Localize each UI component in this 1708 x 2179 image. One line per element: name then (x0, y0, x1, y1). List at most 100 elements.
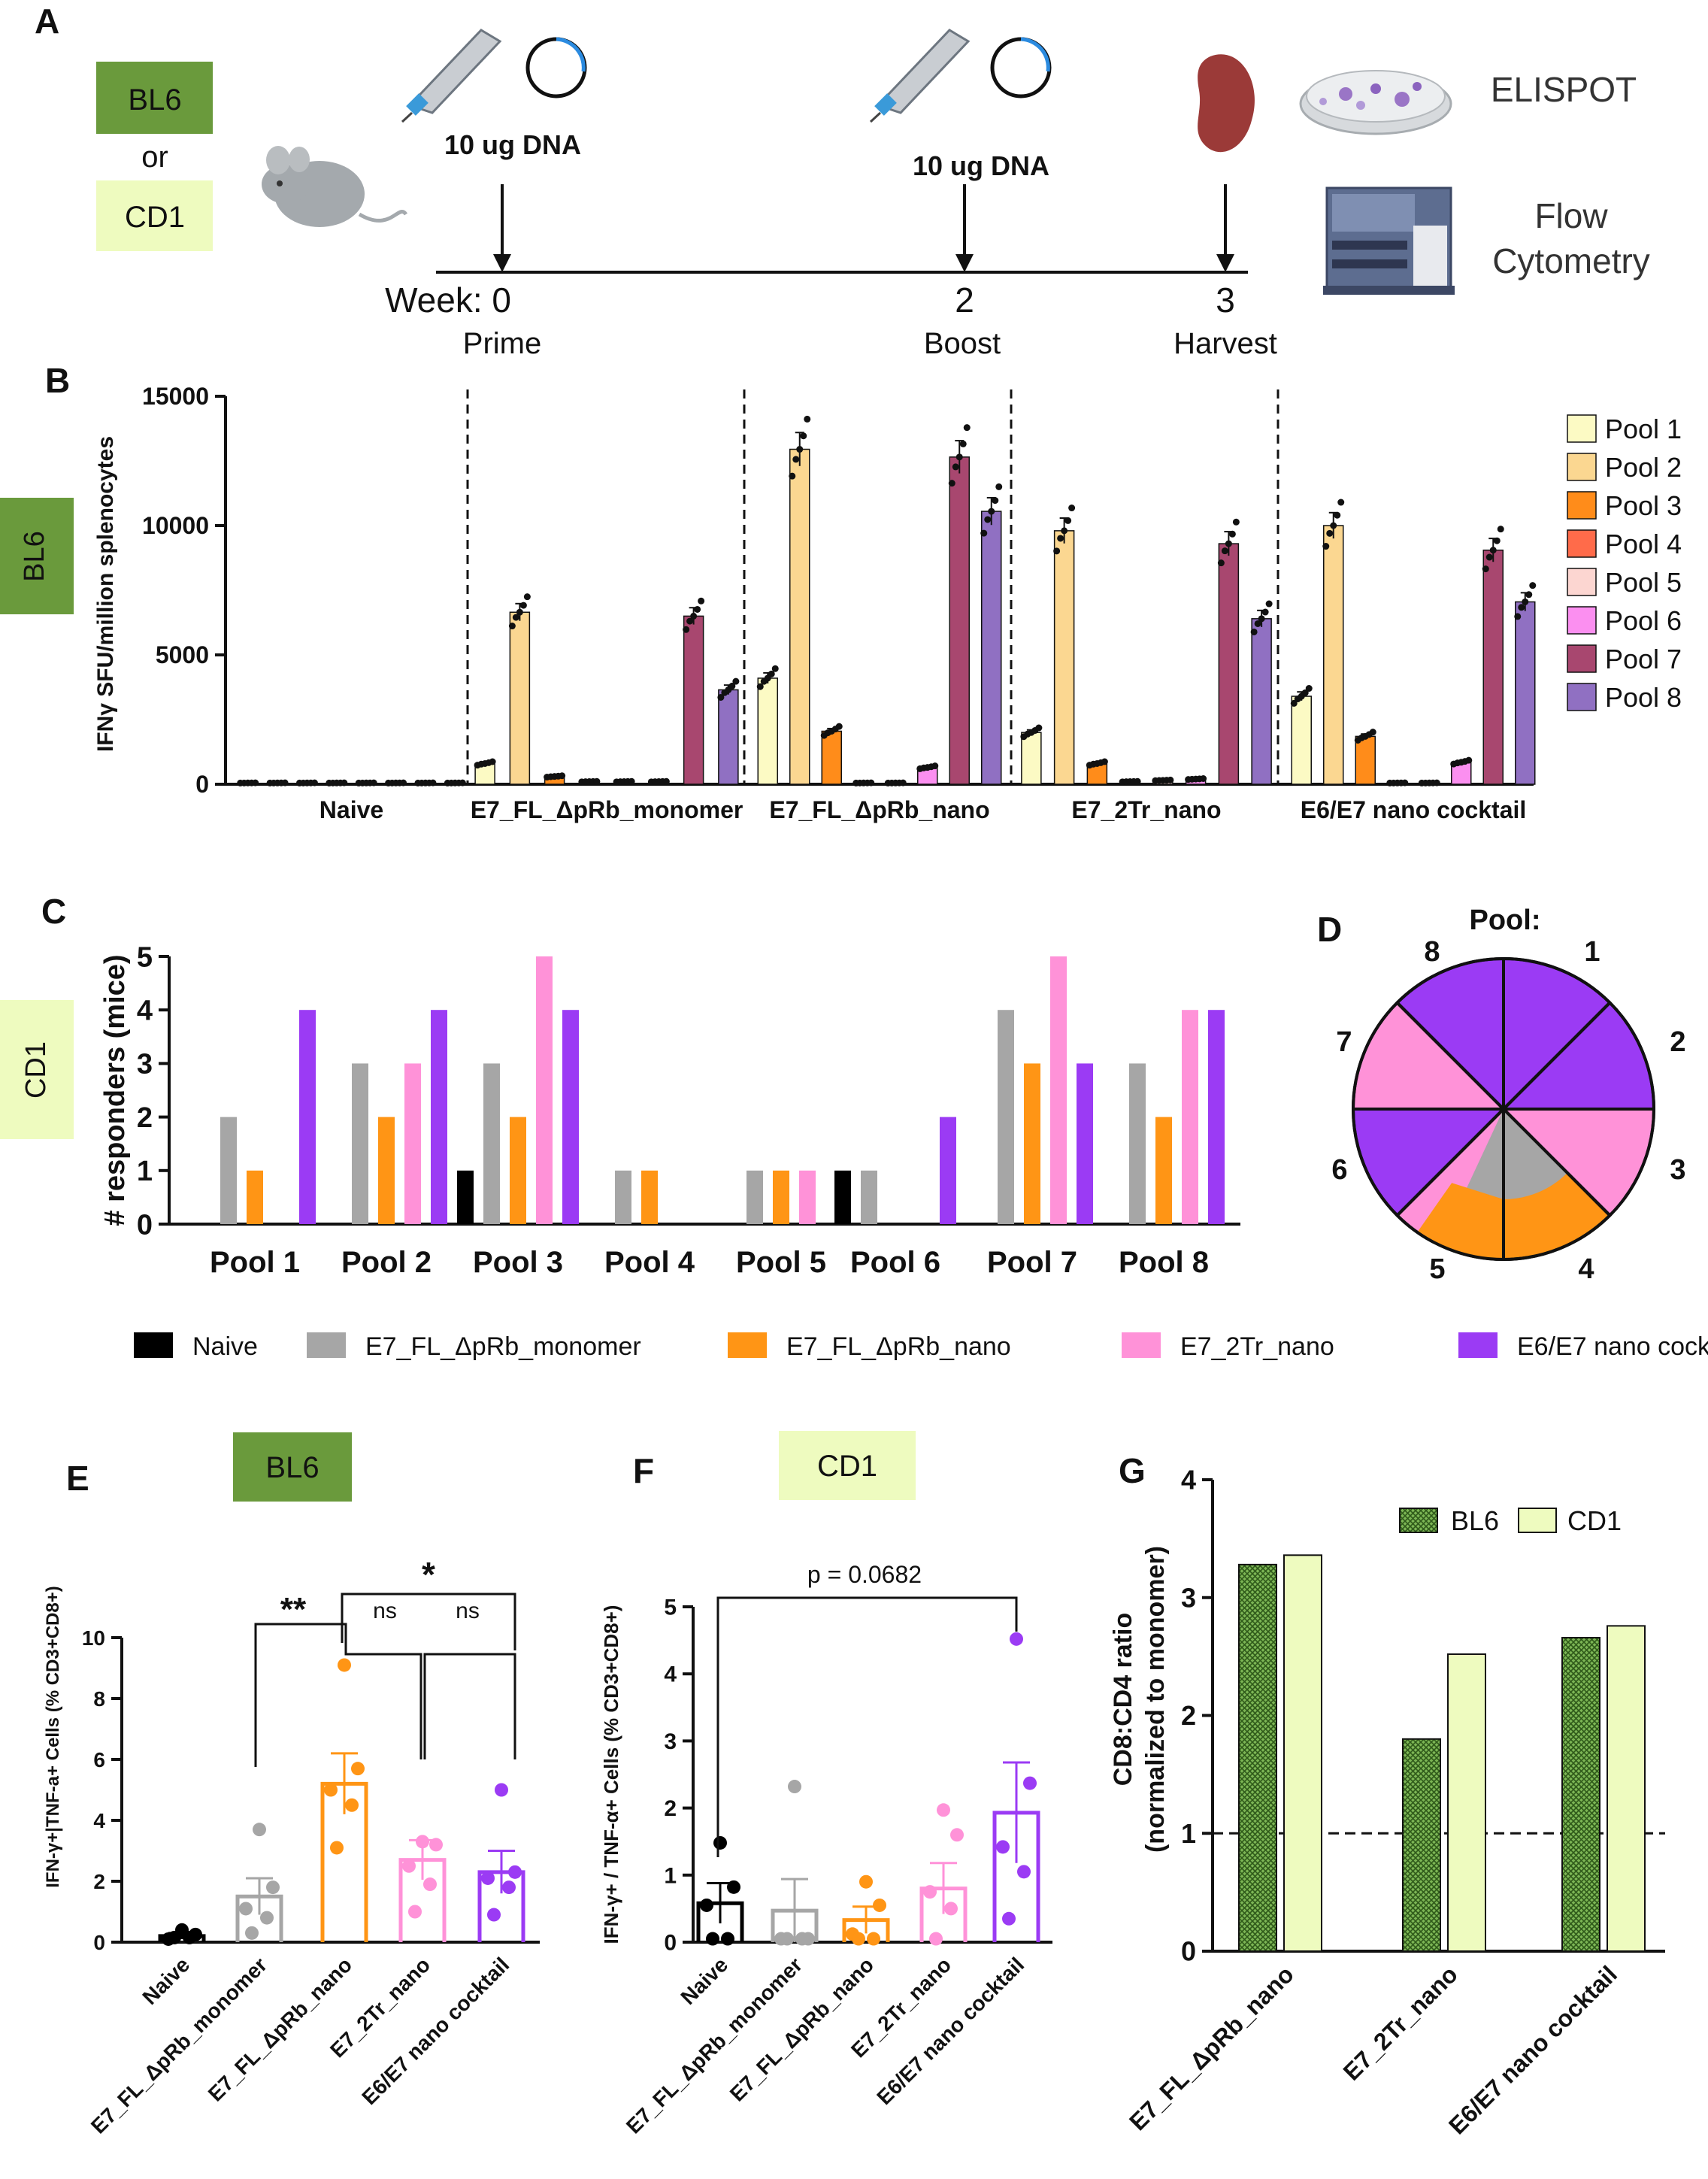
panel-label-e: E (66, 1459, 89, 1498)
pie-label: 6 (1331, 1154, 1347, 1186)
data-point (1497, 526, 1504, 533)
bar (431, 1010, 447, 1224)
y-tick-label: 8 (93, 1687, 105, 1711)
g-y-axis-title-l1: CD8:CD4 ratio (1109, 1613, 1137, 1786)
y-tick-label: 2 (93, 1870, 105, 1893)
data-point (1465, 756, 1473, 764)
legend-swatch (1567, 491, 1597, 520)
data-point (959, 440, 967, 447)
data-point (1369, 729, 1376, 736)
data-point (351, 1762, 365, 1776)
y-tick-label: 4 (1181, 1465, 1196, 1496)
data-point (867, 1932, 880, 1946)
category-label: Pool 2 (341, 1246, 432, 1279)
data-point (512, 614, 519, 621)
e-significance-brackets (254, 1593, 516, 1767)
strain-label-c: CD1 (20, 1041, 52, 1099)
category-label: Pool 8 (1119, 1246, 1209, 1279)
data-point (899, 779, 907, 786)
data-point (1265, 600, 1273, 608)
legend-swatch (1567, 529, 1597, 558)
y-tick-label: 0 (664, 1931, 677, 1956)
y-tick-label: 10 (82, 1626, 105, 1650)
pie-title: Pool: (1470, 905, 1541, 936)
pie-label: 1 (1584, 936, 1600, 968)
data-point (408, 1905, 422, 1919)
data-point (929, 1932, 943, 1946)
strain-label-cd1: CD1 (125, 201, 185, 234)
bar-bl6 (1238, 1563, 1277, 1953)
bar (789, 448, 810, 785)
y-tick-label: 5000 (156, 641, 209, 668)
legend-label: Pool 7 (1605, 644, 1682, 674)
data-point (937, 1803, 950, 1817)
panel-f: F CD1 IFN-γ+ / TNF-α+ Cells (% CD3+CD8+)… (600, 1431, 1052, 2138)
data-point (795, 1932, 809, 1946)
f-pvalue: p = 0.0682 (807, 1561, 922, 1588)
data-point (686, 617, 694, 625)
category-label: Naive (138, 1953, 194, 2009)
panel-label-a: A (35, 2, 59, 41)
legend-swatch-cd1 (1518, 1508, 1557, 1533)
data-point (402, 1859, 416, 1873)
bar (1129, 1063, 1146, 1224)
y-tick-label: 0 (93, 1931, 105, 1954)
y-tick-label: 4 (137, 996, 153, 1027)
bar (940, 1117, 956, 1224)
data-point (1326, 529, 1334, 537)
b-y-axis-title: IFNγ SFU/million splenocytes (93, 436, 118, 752)
data-point (1305, 685, 1313, 692)
category-label: E7_FL_ΔpRb_nano (204, 1953, 356, 2105)
bar (1291, 696, 1312, 785)
data-point (459, 779, 466, 786)
bar (1482, 549, 1504, 785)
data-point (995, 483, 1003, 490)
category-label: Naive (676, 1953, 732, 2009)
bar (1024, 1063, 1040, 1224)
bar (773, 1170, 789, 1224)
strain-label-bl6: BL6 (128, 83, 181, 117)
data-point (873, 1898, 886, 1912)
legend-swatch (1567, 644, 1597, 673)
bar (1208, 1010, 1225, 1224)
data-point (1002, 1911, 1016, 1926)
y-tick-label: 5 (137, 941, 153, 973)
panel-label-b: B (45, 361, 70, 400)
data-point (1489, 547, 1497, 554)
legend-groups: Naive E7_FL_ΔpRb_monomer E7_FL_ΔpRb_nano E7… (134, 1332, 1708, 1361)
data-point (593, 777, 601, 785)
data-point (489, 758, 496, 765)
panel-d: D Pool: 1 2 3 4 5 6 7 8 (1317, 905, 1686, 1285)
y-tick-label: 1 (137, 1156, 153, 1187)
data-point (1254, 620, 1261, 627)
pie-label: 7 (1336, 1026, 1352, 1058)
data-point (345, 1798, 359, 1812)
data-point (1068, 505, 1076, 512)
data-point (1010, 1632, 1023, 1646)
legend-label: Pool 4 (1605, 529, 1682, 559)
group-label: E7_FL_ΔpRb_monomer (471, 796, 743, 823)
data-point (780, 1932, 794, 1946)
strain-label-e: BL6 (265, 1451, 319, 1484)
data-point (944, 1902, 958, 1916)
category-label: E6/E7 nano cocktail (1443, 1960, 1622, 2139)
category-label: E7_2Tr_nano (1338, 1960, 1463, 2085)
legend-swatch (1122, 1332, 1161, 1358)
category-label: Pool 6 (850, 1246, 940, 1279)
data-point (1529, 582, 1537, 589)
panel-e: E BL6 IFN-γ+|TNF-a+ Cells (% CD3+CD8+) 0… (43, 1432, 540, 2138)
y-tick-label: 2 (137, 1102, 153, 1134)
data-point (1101, 758, 1108, 765)
data-point (628, 777, 635, 785)
week-3-label: 3 (1216, 280, 1235, 320)
bar (757, 677, 778, 785)
category-label: E7_FL_ΔpRb_nano (725, 1953, 878, 2105)
bar (641, 1170, 658, 1224)
legend-label: Pool 2 (1605, 452, 1682, 483)
bar (404, 1063, 421, 1224)
data-point (1061, 527, 1068, 535)
data-point (239, 1902, 253, 1916)
dose-label-1: 10 ug DNA (444, 129, 581, 160)
bar (821, 730, 842, 785)
y-tick-label: 2 (664, 1796, 677, 1821)
